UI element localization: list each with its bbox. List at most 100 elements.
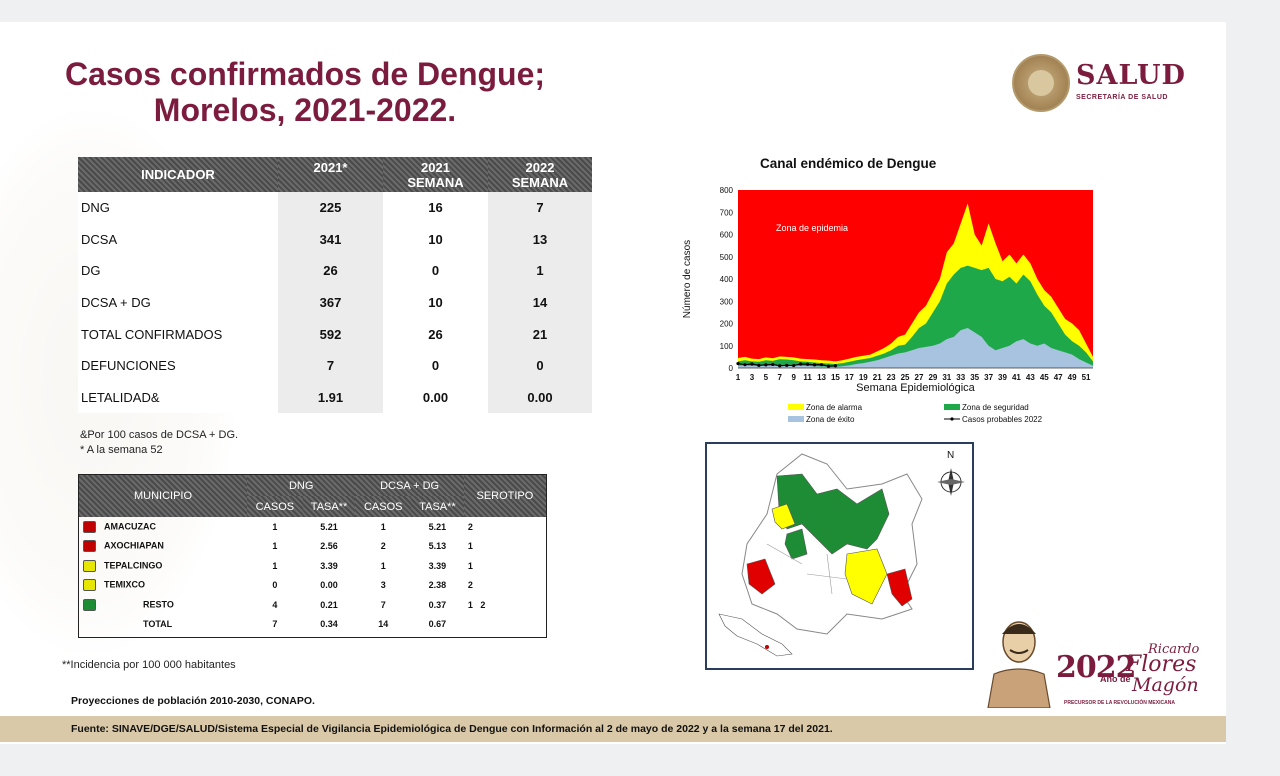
value-2022-semana: 0	[488, 349, 592, 382]
color-swatch-icon	[83, 520, 96, 533]
municipio-name: TEMIXCO	[79, 576, 247, 596]
x-tick-label: 15	[831, 373, 840, 382]
municipio-row: TOTAL 7 0.34 14 0.67	[79, 615, 546, 635]
value-2021: 1.91	[278, 381, 383, 414]
x-tick-label: 5	[764, 373, 769, 382]
municipio-label: TEPALCINGO	[104, 560, 163, 571]
x-tick-label: 3	[750, 373, 755, 382]
y-tick-label: 600	[720, 231, 734, 240]
indicator-row: LETALIDAD& 1.91 0.00 0.00	[78, 381, 592, 414]
casos-probables-point	[792, 363, 796, 368]
header-serotipo: SEROTIPO	[463, 475, 546, 517]
municipio-label: TEMIXCO	[104, 579, 146, 590]
ricardo-flores-magon-logo: 2022 Ricardo Flores Año de Magón PRECURS…	[980, 612, 1200, 712]
dng-tasa: 5.21	[320, 521, 338, 532]
dng-casos: 7	[272, 619, 278, 630]
casos-probables-point	[757, 363, 761, 367]
x-tick-label: 49	[1068, 373, 1077, 382]
x-tick-label: 25	[901, 373, 910, 382]
salud-logo: SALUD SECRETARÍA DE SALUD	[1012, 54, 1202, 114]
x-tick-label: 41	[1012, 373, 1021, 382]
serotipo: 1 2	[467, 599, 486, 610]
x-tick-label: 45	[1040, 373, 1049, 382]
indicator-header-row: INDICADOR 2021* 2021 SEMANA 2022 SEMANA	[78, 157, 592, 192]
logo-flores: Flores	[1126, 652, 1197, 677]
series-zona-de-seguridad	[738, 265, 1093, 368]
subheader-dcsa-tasa: TASA**	[411, 496, 464, 517]
y-tick-label: 500	[720, 253, 734, 262]
logo-magon: Magón	[1132, 674, 1199, 696]
casos-probables-point	[785, 363, 789, 367]
indicator-label: DEFUNCIONES	[78, 349, 278, 382]
legend-label: Zona de éxito	[806, 415, 855, 424]
page-title: Casos confirmados de Dengue; Morelos, 20…	[0, 56, 610, 128]
dng-tasa: 0.21	[320, 599, 338, 610]
dng-casos: 1	[272, 560, 278, 571]
casos-probables-point	[736, 361, 740, 366]
incidencia-note: **Incidencia por 100 000 habitantes	[62, 659, 236, 671]
source-bar: Fuente: SINAVE/DGE/SALUD/Sistema Especia…	[0, 716, 1226, 742]
serotipo: 2	[467, 521, 473, 532]
x-tick-label: 19	[859, 373, 868, 382]
municipio-table: MUNICIPIO DNG DCSA + DG SEROTIPO CASOS T…	[78, 474, 547, 638]
note-semana: * A la semana 52	[80, 444, 163, 456]
x-tick-label: 11	[803, 373, 812, 382]
slide: Casos confirmados de Dengue; Morelos, 20…	[0, 22, 1226, 744]
x-tick-label: 1	[736, 373, 741, 382]
municipio-row: AXOCHIAPAN 1 2.56 2 5.13 1	[79, 537, 546, 557]
indicator-row: DCSA 341 10 13	[78, 223, 592, 256]
casos-probables-point	[806, 362, 810, 366]
proyecciones-note: Proyecciones de población 2010-2030, CON…	[71, 695, 315, 707]
casos-probables-point	[771, 362, 775, 367]
municipio-label: AXOCHIAPAN	[104, 540, 164, 551]
dcsa-casos: 2	[380, 541, 386, 552]
logo-ricardo: Ricardo	[1148, 642, 1200, 657]
subheader-dcsa-casos: CASOS	[355, 496, 412, 517]
map-region-resto-2	[784, 528, 808, 560]
value-2021-semana: 10	[383, 223, 488, 256]
chart-annotation: Zona de epidemia	[776, 223, 848, 233]
dng-tasa: 2.56	[320, 541, 338, 552]
logo-year: 2022	[1056, 650, 1136, 685]
municipio-name: AMACUZAC	[79, 517, 247, 537]
value-2022-semana: 7	[488, 192, 592, 224]
dcsa-tasa: 0.37	[428, 599, 447, 610]
y-tick-label: 200	[720, 320, 734, 329]
color-swatch-icon	[83, 540, 96, 553]
dcsa-casos: 3	[380, 580, 386, 591]
dcsa-tasa: 3.39	[428, 560, 447, 571]
logo-ano-de: Año de	[1100, 674, 1131, 684]
color-swatch-icon	[83, 598, 96, 611]
x-tick-label: 29	[928, 373, 937, 382]
value-2021: 7	[278, 349, 383, 382]
national-seal-icon	[1012, 54, 1070, 112]
municipio-row: RESTO 4 0.21 7 0.37 1 2	[79, 595, 546, 615]
header-dcsa-dg: DCSA + DG	[355, 475, 464, 496]
legend-swatch	[788, 416, 804, 422]
municipio-row: TEMIXCO 0 0.00 3 2.38 2	[79, 576, 546, 596]
casos-probables-point	[764, 363, 768, 367]
compass-north-label: N	[947, 450, 954, 461]
casos-probables-point	[750, 362, 754, 366]
x-tick-label: 43	[1026, 373, 1035, 382]
value-2021: 592	[278, 318, 383, 350]
subheader-dng-casos: CASOS	[247, 496, 303, 517]
dcsa-casos: 14	[378, 619, 389, 630]
morelos-map: N	[705, 442, 974, 670]
serotipo: 1	[467, 560, 473, 571]
x-tick-label: 23	[887, 373, 896, 382]
dcsa-casos: 1	[380, 521, 386, 532]
x-tick-label: 39	[998, 373, 1007, 382]
portrait-icon	[987, 621, 1051, 708]
indicator-label: DCSA + DG	[78, 286, 278, 319]
indicator-row: DNG 225 16 7	[78, 192, 592, 224]
map-region-amacuzac	[746, 558, 776, 595]
value-2022-semana: 21	[488, 318, 592, 350]
logo-name: SALUD	[1076, 60, 1186, 91]
y-tick-label: 800	[720, 186, 734, 195]
dcsa-tasa: 2.38	[428, 580, 447, 591]
municipio-name: AXOCHIAPAN	[79, 537, 247, 557]
dng-casos: 1	[272, 541, 278, 552]
value-2021: 225	[278, 192, 383, 224]
